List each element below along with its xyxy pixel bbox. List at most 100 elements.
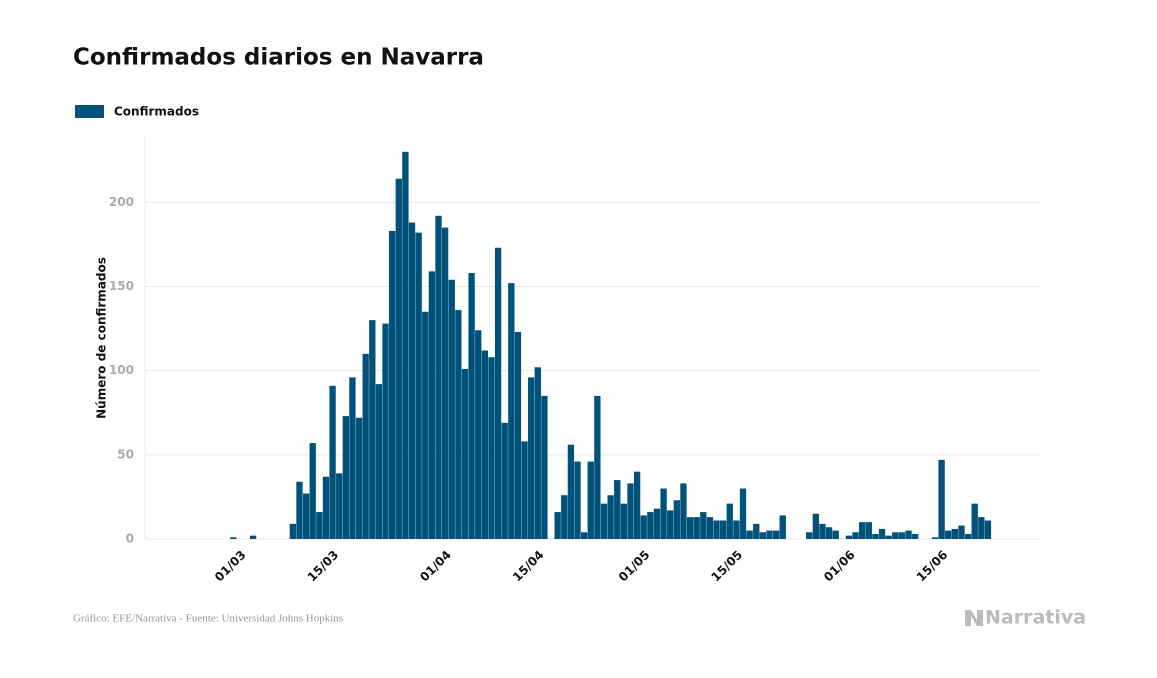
bar xyxy=(289,523,297,539)
x-tick-label: 15/03 xyxy=(305,548,342,585)
bar xyxy=(402,151,409,540)
bar xyxy=(931,537,939,539)
bar xyxy=(892,532,899,539)
bar xyxy=(441,227,449,540)
bar xyxy=(964,533,972,539)
bar xyxy=(627,483,634,539)
bar xyxy=(249,535,257,539)
bar xyxy=(653,508,661,539)
bar xyxy=(819,523,826,539)
bar xyxy=(561,495,568,539)
source: Gráfico: EFE/Narrativa - Fuente: Univers… xyxy=(73,613,343,625)
bar xyxy=(415,232,422,539)
bar xyxy=(753,523,760,539)
bar xyxy=(528,377,535,539)
bar xyxy=(720,520,727,539)
bar xyxy=(706,517,714,539)
bar xyxy=(878,528,886,539)
bar xyxy=(766,530,773,539)
bar xyxy=(667,510,674,539)
bar xyxy=(812,513,819,539)
y-tick-label: 0 xyxy=(126,532,134,546)
bar xyxy=(673,500,680,539)
bar xyxy=(733,520,740,539)
bar xyxy=(978,517,985,539)
bar xyxy=(759,532,767,539)
bar xyxy=(587,461,594,539)
bar xyxy=(468,273,475,539)
bar xyxy=(494,247,502,540)
bar xyxy=(660,488,667,539)
bar xyxy=(614,480,621,539)
brand-icon xyxy=(965,610,983,626)
x-tick-label: 01/03 xyxy=(212,548,249,585)
bar xyxy=(375,384,383,539)
bar xyxy=(772,530,780,539)
bar xyxy=(554,512,561,539)
bar xyxy=(501,422,508,539)
bar xyxy=(633,471,641,539)
bar xyxy=(845,535,853,539)
y-tick-label: 150 xyxy=(109,279,134,293)
bar xyxy=(600,503,608,539)
bar xyxy=(971,503,978,539)
bar xyxy=(680,483,687,539)
bar xyxy=(336,473,343,539)
bar xyxy=(726,503,733,539)
bar xyxy=(686,517,694,539)
bar xyxy=(349,377,356,539)
bar xyxy=(872,533,879,539)
bar xyxy=(316,512,323,539)
bar xyxy=(825,527,833,539)
x-tick-label: 15/06 xyxy=(914,548,951,585)
bar xyxy=(580,532,588,539)
bar xyxy=(574,461,581,539)
bar xyxy=(700,512,707,539)
bar xyxy=(488,357,495,539)
bar xyxy=(296,481,303,539)
bar xyxy=(362,353,369,539)
bar xyxy=(951,528,959,539)
y-tick-label: 50 xyxy=(117,447,134,461)
legend-swatch xyxy=(75,105,104,118)
y-axis-title: Número de confirmados xyxy=(95,257,109,419)
bar xyxy=(448,279,455,539)
bar xyxy=(693,517,700,539)
bar xyxy=(885,535,892,539)
x-tick-label: 01/06 xyxy=(821,548,858,585)
bar xyxy=(322,476,330,539)
bar xyxy=(389,230,396,539)
bar xyxy=(865,522,872,539)
bar xyxy=(342,416,349,539)
bar xyxy=(302,493,310,539)
bar xyxy=(746,530,753,539)
bar xyxy=(739,488,747,539)
bar xyxy=(408,222,416,540)
bar xyxy=(508,283,515,539)
brand: Narrativa xyxy=(985,607,1086,629)
bar xyxy=(911,533,919,539)
bar xyxy=(620,503,628,539)
bar xyxy=(309,443,316,539)
bar xyxy=(382,323,389,539)
bar xyxy=(369,320,376,539)
chart-title: Confirmados diarios en Navarra xyxy=(73,45,484,71)
legend-label: Confirmados xyxy=(114,105,199,119)
bar xyxy=(355,417,363,539)
bar xyxy=(713,520,720,539)
bar xyxy=(455,310,462,539)
bar xyxy=(594,395,601,539)
bar xyxy=(567,444,575,539)
bar xyxy=(832,530,839,539)
bar xyxy=(852,532,859,539)
bar xyxy=(640,515,647,539)
bar xyxy=(435,215,442,540)
bar xyxy=(984,520,992,539)
bar xyxy=(395,178,402,539)
bar xyxy=(859,522,866,539)
bar xyxy=(958,525,965,539)
bar xyxy=(521,441,528,539)
x-tick-label: 01/05 xyxy=(616,548,653,585)
bar xyxy=(534,367,541,539)
